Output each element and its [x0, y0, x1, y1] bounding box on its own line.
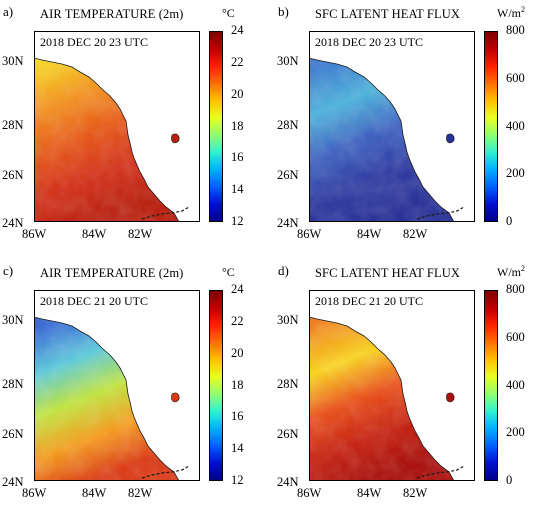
- florida-keys: [416, 206, 465, 220]
- colorbar-tick: 0: [506, 473, 513, 487]
- colorbar-tick: 18: [231, 118, 244, 133]
- lake-okeechobee: [446, 392, 455, 403]
- map-field: [34, 31, 200, 222]
- colorbar-tick: 800: [506, 282, 525, 296]
- colorbar: [484, 31, 498, 222]
- lat-tick: 24N: [2, 216, 24, 230]
- colorbar-tick: 0: [506, 214, 513, 228]
- colorbar-tick: 200: [506, 166, 525, 181]
- colorbar: [209, 290, 223, 481]
- colorbar-tick: 22: [231, 313, 244, 328]
- lat-tick: 28N: [2, 118, 24, 132]
- lat-tick: 26N: [2, 427, 24, 441]
- lat-tick: 28N: [2, 377, 24, 391]
- lake-okeechobee: [171, 392, 180, 403]
- lon-tick: 86W: [22, 486, 47, 500]
- lat-tick: 24N: [277, 475, 299, 489]
- colorbar-tick: 24: [231, 282, 244, 296]
- panel-label: a): [3, 4, 14, 19]
- lake-okeechobee: [446, 133, 455, 144]
- colorbar-tick: 16: [231, 409, 244, 424]
- lake-okeechobee: [171, 133, 180, 144]
- lat-tick: 26N: [2, 168, 24, 182]
- florida-keys: [416, 465, 465, 479]
- lon-tick: 86W: [297, 227, 322, 241]
- colorbar-tick: 800: [506, 23, 525, 37]
- panel-title: SFC LATENT HEAT FLUX: [315, 266, 460, 280]
- colorbar-unit: W/m2: [497, 264, 525, 279]
- colorbar-tick: 24: [231, 23, 244, 37]
- panel-title: SFC LATENT HEAT FLUX: [315, 7, 460, 21]
- lat-tick: 28N: [277, 118, 299, 132]
- florida-keys: [141, 465, 190, 479]
- map-field: [34, 290, 200, 481]
- timestamp: 2018 DEC 21 20 UTC: [313, 294, 425, 308]
- lon-tick: 82W: [128, 227, 153, 241]
- colorbar-tick: 400: [506, 118, 525, 133]
- colorbar-tick: 18: [231, 377, 244, 392]
- lat-tick: 30N: [277, 313, 299, 327]
- lat-tick: 30N: [2, 313, 24, 327]
- florida-keys: [141, 206, 190, 220]
- colorbar-tick: 200: [506, 425, 525, 440]
- panel-title: AIR TEMPERATURE (2m): [40, 7, 184, 21]
- lon-tick: 84W: [82, 227, 107, 241]
- florida-land: [34, 31, 200, 222]
- timestamp: 2018 DEC 20 23 UTC: [313, 35, 425, 49]
- colorbar-tick: 12: [231, 473, 244, 487]
- map-field: [309, 290, 475, 481]
- colorbar-tick: 400: [506, 377, 525, 392]
- lon-tick: 86W: [297, 486, 322, 500]
- lat-tick: 26N: [277, 427, 299, 441]
- lon-tick: 82W: [128, 486, 153, 500]
- panel-d: d) SFC LATENT HEAT FLUX 2018 DEC 21 20 U…: [275, 259, 550, 518]
- florida-land: [309, 290, 475, 481]
- timestamp: 2018 DEC 21 20 UTC: [38, 294, 150, 308]
- colorbar-tick: 16: [231, 150, 244, 165]
- colorbar: [209, 31, 223, 222]
- map-field: [309, 31, 475, 222]
- colorbar-tick: 600: [506, 70, 525, 85]
- panel-b: b) SFC LATENT HEAT FLUX 2018 DEC 20 23 U…: [275, 0, 550, 259]
- colorbar-tick: 14: [231, 182, 244, 197]
- colorbar-unit: W/m2: [497, 5, 525, 20]
- lat-tick: 24N: [2, 475, 24, 489]
- panel-label: d): [278, 263, 289, 278]
- timestamp: 2018 DEC 20 23 UTC: [38, 35, 150, 49]
- lat-tick: 30N: [277, 54, 299, 68]
- colorbar: [484, 290, 498, 481]
- florida-land: [34, 290, 200, 481]
- lat-tick: 26N: [277, 168, 299, 182]
- colorbar-tick: 600: [506, 329, 525, 344]
- colorbar-tick: 20: [231, 345, 244, 360]
- colorbar-tick: 14: [231, 441, 244, 456]
- lat-tick: 30N: [2, 54, 24, 68]
- lat-tick: 24N: [277, 216, 299, 230]
- lon-tick: 84W: [357, 227, 382, 241]
- colorbar-tick: 20: [231, 86, 244, 101]
- panel-title: AIR TEMPERATURE (2m): [40, 266, 184, 280]
- lon-tick: 84W: [82, 486, 107, 500]
- colorbar-unit: °C: [222, 6, 235, 20]
- colorbar-unit: °C: [222, 265, 235, 279]
- lon-tick: 86W: [22, 227, 47, 241]
- panel-label: b): [278, 4, 289, 19]
- panel-a: a) AIR TEMPERATURE (2m) 2018 DEC 20 23 U…: [0, 0, 275, 259]
- lon-tick: 82W: [403, 227, 428, 241]
- lon-tick: 82W: [403, 486, 428, 500]
- colorbar-tick: 22: [231, 54, 244, 69]
- panel-c: c) AIR TEMPERATURE (2m) 2018 DEC 21 20 U…: [0, 259, 275, 518]
- lat-tick: 28N: [277, 377, 299, 391]
- lon-tick: 84W: [357, 486, 382, 500]
- colorbar-tick: 12: [231, 214, 244, 228]
- panel-label: c): [3, 263, 14, 278]
- florida-land: [309, 31, 475, 222]
